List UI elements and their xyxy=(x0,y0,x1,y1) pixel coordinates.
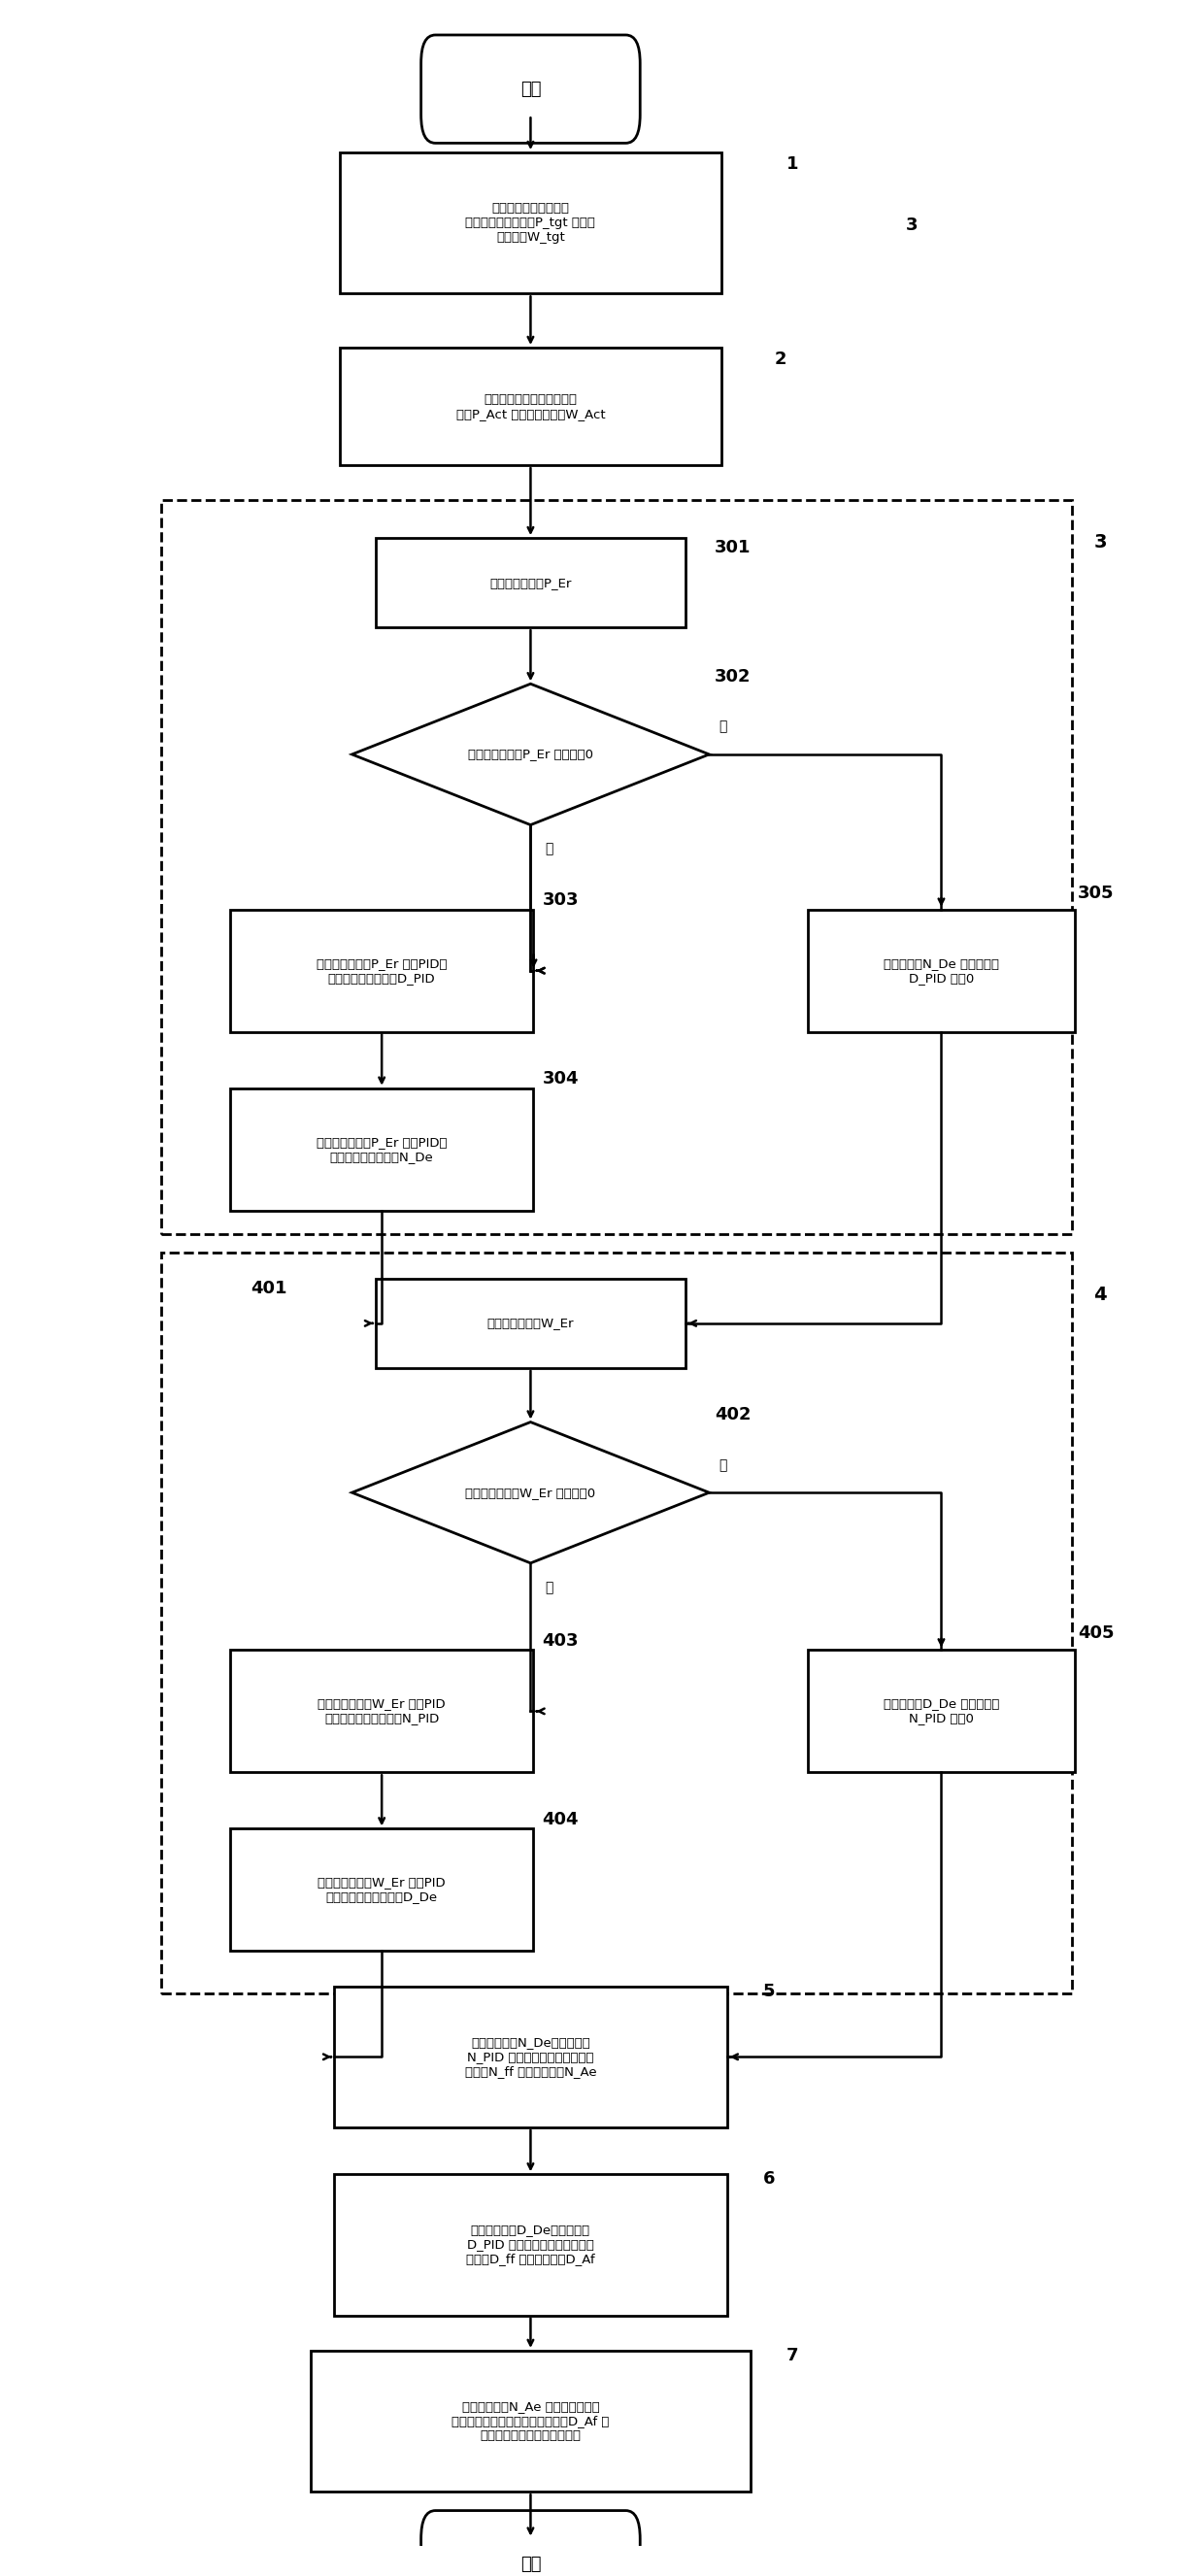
Bar xyxy=(376,1278,685,1368)
Bar xyxy=(376,538,685,629)
Text: 根据解耦转速N_De、偏差转速
N_PID 和通过查定得到的前馈补
偿转速N_ff 计算调整转速N_Ae: 根据解耦转速N_De、偏差转速 N_PID 和通过查定得到的前馈补 偿转速N_f… xyxy=(465,2035,596,2079)
Text: 4: 4 xyxy=(1093,1285,1106,1303)
Text: 403: 403 xyxy=(542,1633,579,1649)
Text: 3: 3 xyxy=(1093,533,1106,551)
Bar xyxy=(230,1829,533,1950)
Text: 根据燃料电池的运行状
态获得目标空气压力P_tgt 和目标
空气流量W_tgt: 根据燃料电池的运行状 态获得目标空气压力P_tgt 和目标 空气流量W_tgt xyxy=(466,201,596,245)
Text: 303: 303 xyxy=(542,891,579,909)
Text: 将解耦开度D_De 和偏差转速
N_PID 设为0: 将解耦开度D_De 和偏差转速 N_PID 设为0 xyxy=(884,1698,999,1726)
Text: 否: 否 xyxy=(719,721,727,734)
Bar xyxy=(340,348,721,466)
Bar xyxy=(808,1651,1075,1772)
Text: 按照流量偏差值W_Er 使用PID
控制算法计算解耦开度D_De: 按照流量偏差值W_Er 使用PID 控制算法计算解耦开度D_De xyxy=(318,1875,445,1904)
Bar xyxy=(230,1087,533,1211)
Text: 根据压力偏差值P_Er 使用PID控
制算法计算偏差开度D_PID: 根据压力偏差值P_Er 使用PID控 制算法计算偏差开度D_PID xyxy=(317,958,447,984)
FancyBboxPatch shape xyxy=(421,2512,641,2576)
Text: 302: 302 xyxy=(715,667,751,685)
Bar xyxy=(311,2352,751,2491)
Text: 402: 402 xyxy=(715,1406,751,1425)
FancyBboxPatch shape xyxy=(421,36,641,144)
Text: 1: 1 xyxy=(786,155,798,173)
Text: 6: 6 xyxy=(762,2172,774,2187)
Text: 3: 3 xyxy=(905,216,917,234)
Polygon shape xyxy=(352,1422,709,1564)
Text: 是: 是 xyxy=(545,842,553,855)
Text: 计算压力偏差值P_Er: 计算压力偏差值P_Er xyxy=(490,577,572,590)
Bar xyxy=(230,1651,533,1772)
Text: 405: 405 xyxy=(1078,1625,1114,1643)
Text: 根据压力偏差值P_Er 使用PID控
制算法计算解耦转速N_De: 根据压力偏差值P_Er 使用PID控 制算法计算解耦转速N_De xyxy=(317,1136,447,1162)
Text: 判断压力偏差值P_Er 是否不为0: 判断压力偏差值P_Er 是否不为0 xyxy=(468,747,594,760)
Bar xyxy=(335,2174,727,2316)
Text: 304: 304 xyxy=(542,1069,579,1087)
Text: 301: 301 xyxy=(715,538,751,556)
Text: 结束: 结束 xyxy=(520,2555,541,2573)
Bar xyxy=(335,1986,727,2128)
Text: 2: 2 xyxy=(774,350,786,368)
Text: 采样当前电堆中的实际空气
压力P_Act 和实际空气流量W_Act: 采样当前电堆中的实际空气 压力P_Act 和实际空气流量W_Act xyxy=(456,392,606,420)
Text: 开始: 开始 xyxy=(520,80,541,98)
Text: 按照流量偏差值W_Er 使用PID
控制算法计算偏差转速N_PID: 按照流量偏差值W_Er 使用PID 控制算法计算偏差转速N_PID xyxy=(318,1698,445,1726)
Text: 计算流量偏差值W_Er: 计算流量偏差值W_Er xyxy=(488,1316,574,1329)
Text: 判断流量偏差值W_Er 是否不为0: 判断流量偏差值W_Er 是否不为0 xyxy=(466,1486,596,1499)
Text: 404: 404 xyxy=(542,1811,579,1829)
Text: 401: 401 xyxy=(250,1280,287,1296)
Text: 将解耦转速N_De 和偏差开度
D_PID 设为0: 将解耦转速N_De 和偏差开度 D_PID 设为0 xyxy=(884,958,999,984)
Text: 7: 7 xyxy=(786,2347,798,2365)
Text: 305: 305 xyxy=(1078,884,1114,902)
Bar xyxy=(230,909,533,1033)
Text: 根据解耦开度D_De、偏差开度
D_PID 和通过查定得到的前馈补
偿开度D_ff 计算调整开度D_Af: 根据解耦开度D_De、偏差开度 D_PID 和通过查定得到的前馈补 偿开度D_f… xyxy=(466,2223,595,2267)
Text: 5: 5 xyxy=(762,1984,774,1999)
Bar xyxy=(340,152,721,294)
Text: 否: 否 xyxy=(719,1458,727,1471)
Text: 根据调整转速N_Ae 调整燃料电池的
空气压缩机的转速并根据调整开度D_Af 调
整燃料电池的背压阀的开度。: 根据调整转速N_Ae 调整燃料电池的 空气压缩机的转速并根据调整开度D_Af 调… xyxy=(452,2401,609,2442)
Text: 是: 是 xyxy=(545,1582,553,1595)
Polygon shape xyxy=(352,683,709,824)
Bar xyxy=(808,909,1075,1033)
